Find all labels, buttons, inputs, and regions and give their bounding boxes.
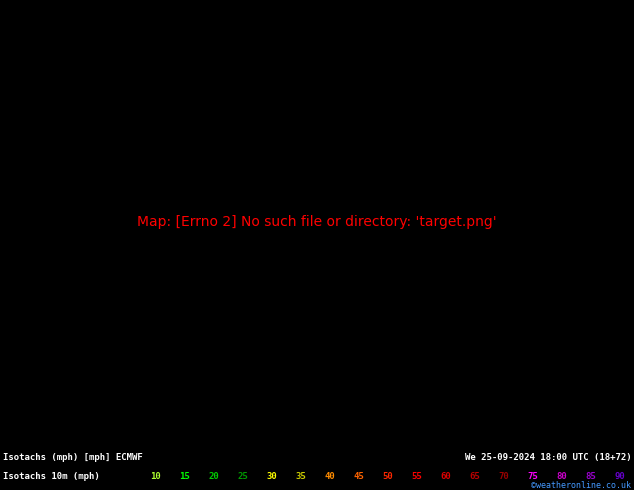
Text: 60: 60 [441, 472, 451, 481]
Text: 35: 35 [295, 472, 306, 481]
Text: 50: 50 [382, 472, 393, 481]
Text: ©weatheronline.co.uk: ©weatheronline.co.uk [531, 481, 631, 490]
Text: 80: 80 [557, 472, 567, 481]
Text: 70: 70 [498, 472, 509, 481]
Text: Isotachs 10m (mph): Isotachs 10m (mph) [3, 472, 100, 481]
Text: 15: 15 [179, 472, 190, 481]
Text: 90: 90 [614, 472, 625, 481]
Text: Isotachs (mph) [mph] ECMWF: Isotachs (mph) [mph] ECMWF [3, 453, 142, 462]
Text: We 25-09-2024 18:00 UTC (18+72): We 25-09-2024 18:00 UTC (18+72) [465, 453, 631, 462]
Text: 40: 40 [324, 472, 335, 481]
Text: 65: 65 [469, 472, 480, 481]
Text: 25: 25 [237, 472, 248, 481]
Text: 75: 75 [527, 472, 538, 481]
Text: 10: 10 [150, 472, 160, 481]
Text: 30: 30 [266, 472, 277, 481]
Text: 55: 55 [411, 472, 422, 481]
Text: 85: 85 [586, 472, 596, 481]
Text: 20: 20 [208, 472, 219, 481]
Text: Map: [Errno 2] No such file or directory: 'target.png': Map: [Errno 2] No such file or directory… [137, 216, 497, 229]
Text: 45: 45 [353, 472, 364, 481]
